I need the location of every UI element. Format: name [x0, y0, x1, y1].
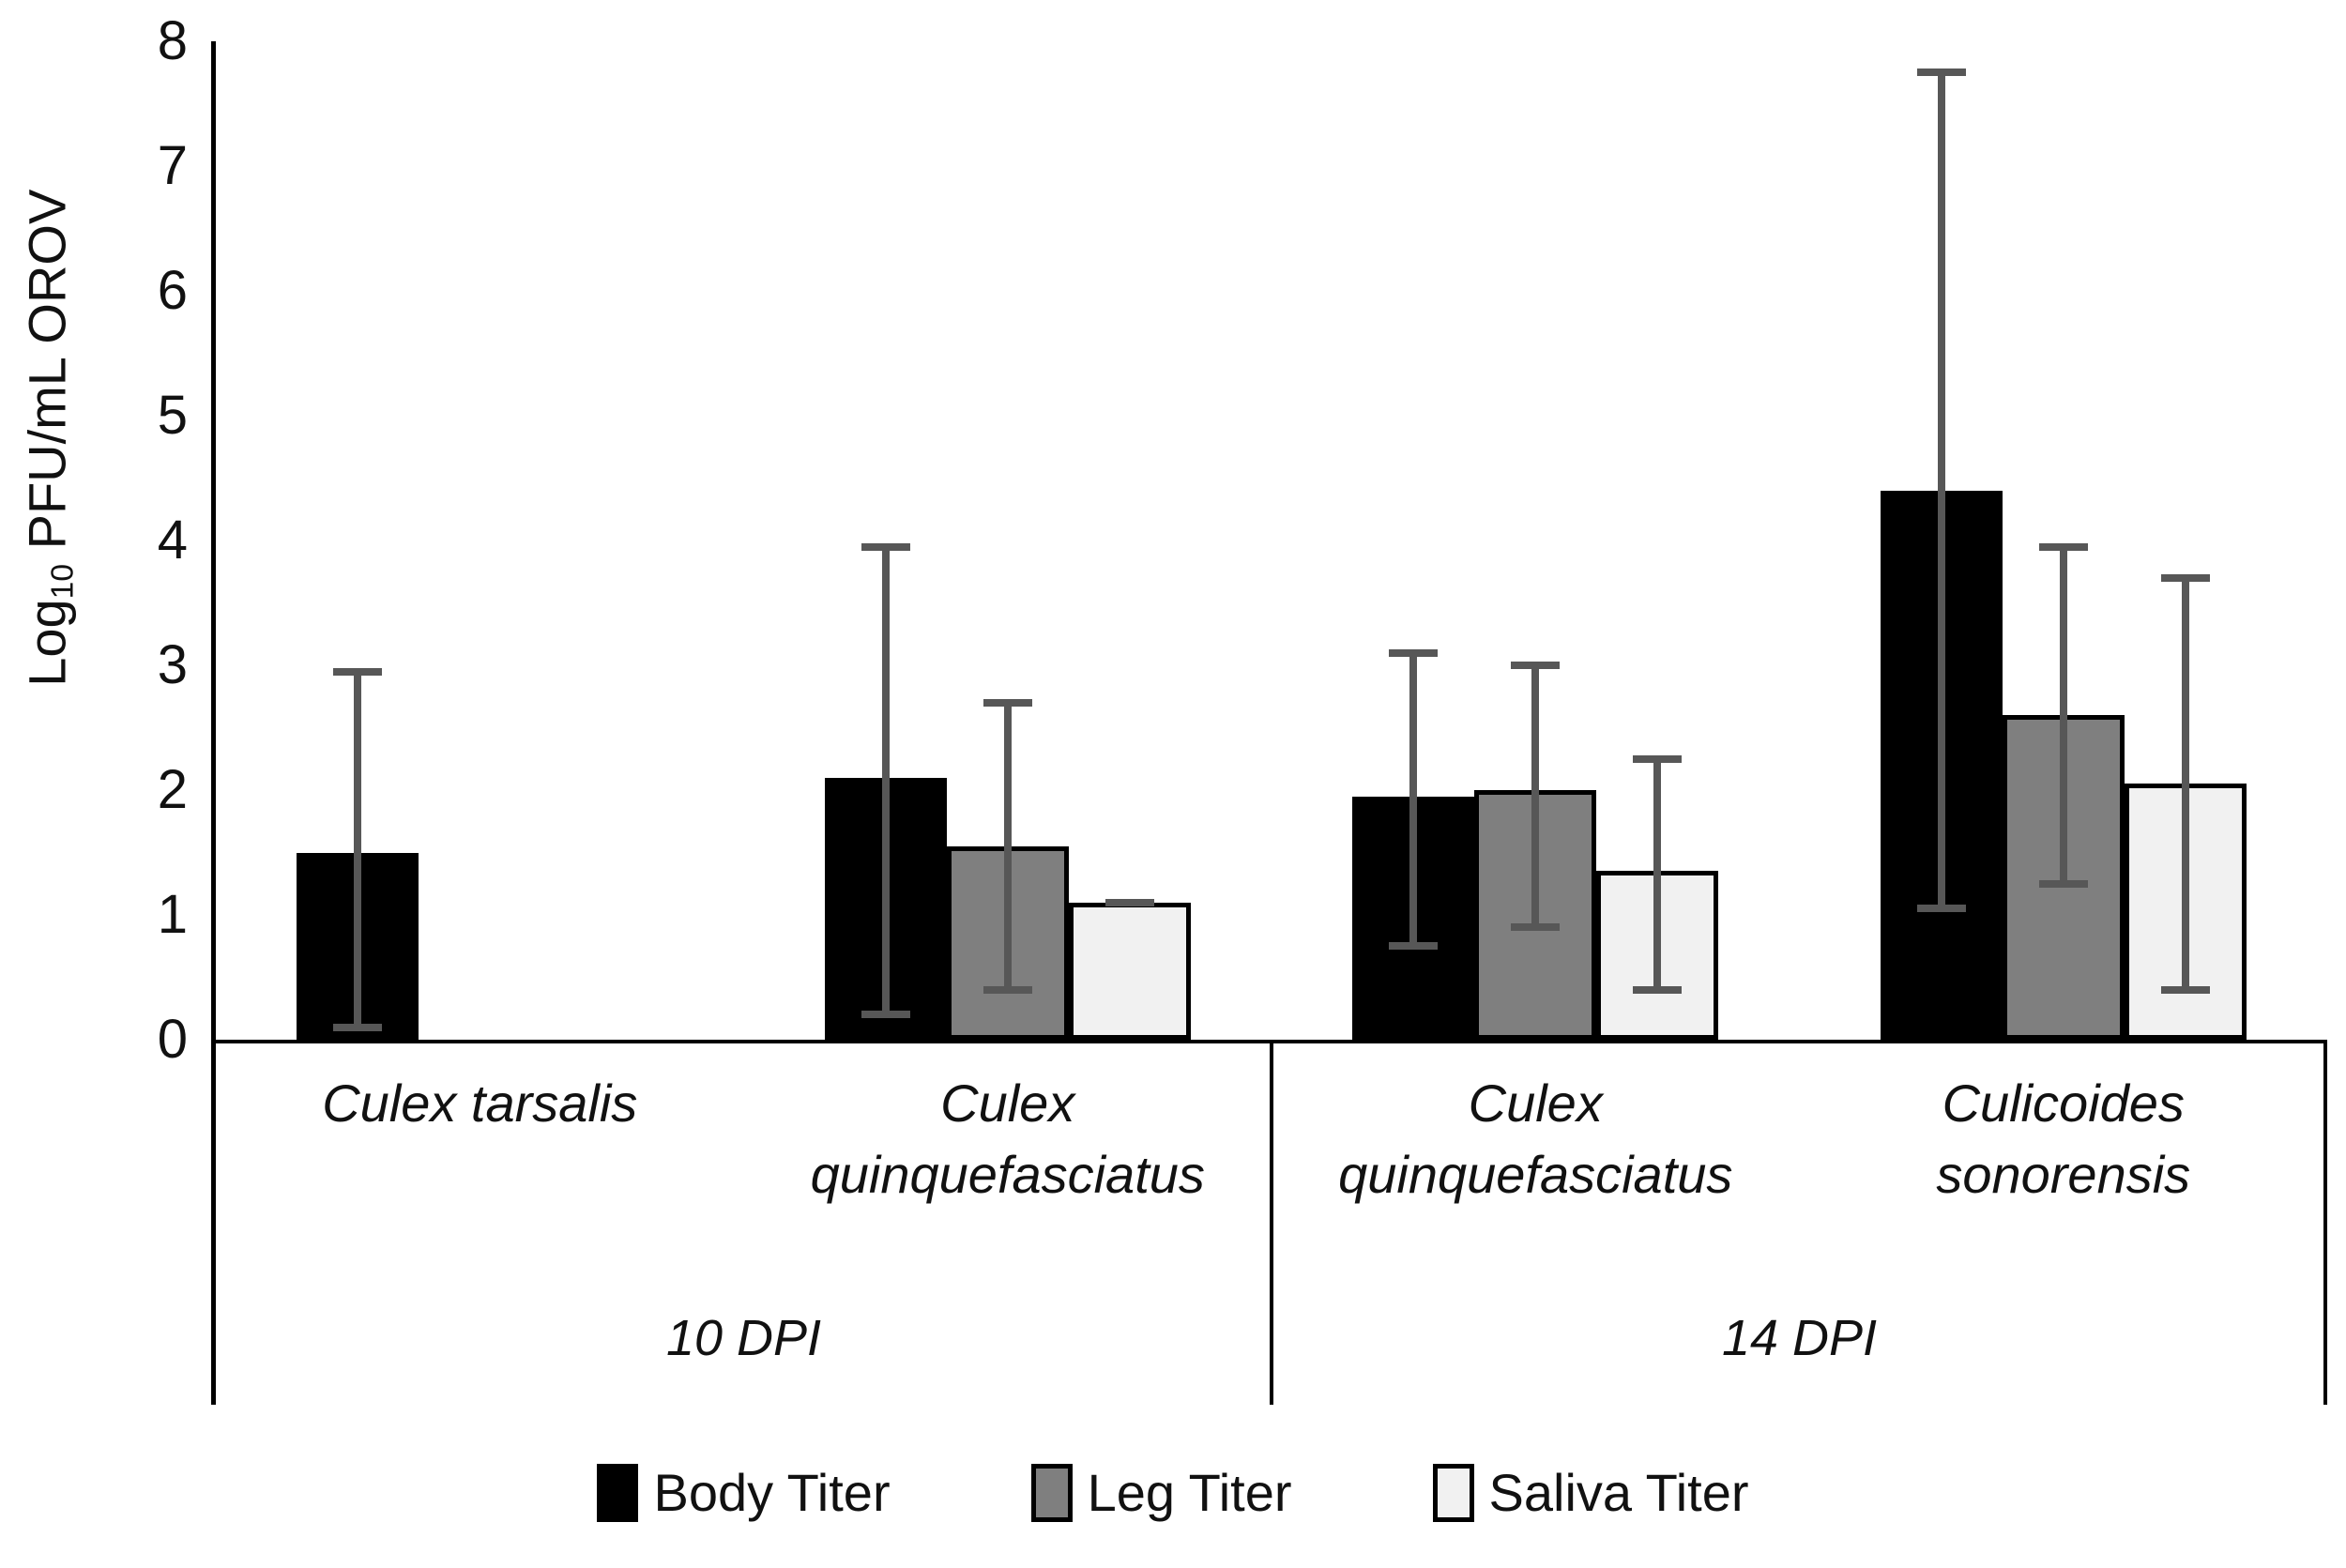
legend-swatch-icon: [597, 1464, 639, 1522]
error-bar-line: [1653, 758, 1662, 990]
y-tick-label: 0: [157, 1009, 188, 1070]
error-bar-cap-bottom: [333, 1023, 383, 1031]
error-bar-line: [2059, 546, 2067, 884]
error-bar-cap-top: [1633, 754, 1683, 763]
category-label-line1: Culex: [940, 1073, 1075, 1133]
error-bar-line: [881, 546, 890, 1015]
error-bar-line: [1531, 665, 1540, 928]
error-bar-cap-bottom: [1633, 985, 1683, 994]
legend-label: Saliva Titer: [1488, 1463, 1749, 1522]
error-bar-cap-bottom: [861, 1011, 910, 1019]
category-label: Culex quinquefasciatus: [1253, 1068, 1819, 1210]
y-tick-label: 3: [157, 634, 188, 695]
legend-swatch-icon: [1432, 1464, 1474, 1522]
category-label: Culex quinquefasciatus: [725, 1068, 1291, 1210]
error-bar-line: [354, 671, 362, 1028]
category-label: Culex tarsalis: [197, 1068, 763, 1139]
legend-item: Saliva Titer: [1432, 1463, 1749, 1522]
error-bar-cap-top: [861, 542, 910, 551]
error-bar-cap-bottom: [1916, 905, 1966, 913]
x-axis-line: [211, 1040, 2327, 1043]
category-label-line2: quinquefasciatus: [810, 1145, 1205, 1204]
legend-label: Leg Titer: [1087, 1463, 1292, 1522]
legend-item: Leg Titer: [1030, 1463, 1292, 1522]
legend-swatch-icon: [1030, 1464, 1073, 1522]
group-label: 14 DPI: [1721, 1310, 1878, 1366]
error-bar-cap-top: [1389, 648, 1439, 657]
chart-legend: Body Titer Leg Titer Saliva Titer: [0, 1464, 2346, 1522]
error-bar-cap-top: [1511, 662, 1561, 669]
legend-item: Body Titer: [597, 1463, 891, 1522]
y-tick-label: 1: [157, 884, 188, 945]
y-tick-label: 8: [157, 10, 188, 71]
group-label: 10 DPI: [665, 1310, 822, 1366]
error-bar-cap-bottom: [1511, 923, 1561, 932]
error-bar-cap-bottom: [2160, 985, 2210, 994]
y-tick-label: 6: [157, 260, 188, 321]
y-tick-label: 5: [157, 385, 188, 446]
error-bar-cap-bottom: [983, 985, 1032, 994]
group-divider-line: [1270, 1040, 1273, 1405]
error-bar-cap-top: [983, 698, 1032, 707]
error-bar-cap-top: [333, 667, 383, 676]
category-label-line1: Culex: [1468, 1073, 1603, 1133]
error-bar-cap-bottom: [1389, 942, 1439, 951]
error-bar-line: [1003, 702, 1012, 990]
error-bar-cap-top: [2160, 573, 2210, 582]
y-axis-line: [211, 41, 216, 1405]
category-label-line2: quinquefasciatus: [1338, 1145, 1733, 1204]
error-bar-line: [1937, 72, 1945, 909]
error-bar-line: [1409, 652, 1418, 947]
legend-label: Body Titer: [653, 1463, 891, 1522]
error-bar-cap: [1104, 898, 1154, 906]
error-bar-cap-top: [2038, 542, 2088, 551]
category-label-line1: Culex tarsalis: [322, 1073, 638, 1133]
y-tick-label: 2: [157, 759, 188, 820]
category-label-line1: Culicoides: [1942, 1073, 2185, 1133]
category-label: Culicoides sonorensis: [1781, 1068, 2346, 1210]
error-bar-cap-top: [1916, 69, 1966, 77]
error-bar-line: [2181, 577, 2189, 990]
error-bar-cap-bottom: [2038, 879, 2088, 888]
category-label-line2: sonorensis: [1936, 1145, 2191, 1204]
axis-end-line: [2323, 1040, 2327, 1405]
y-tick-label: 7: [157, 135, 188, 196]
bar-saliva-titer: [1068, 902, 1191, 1040]
y-tick-label: 4: [157, 510, 188, 571]
